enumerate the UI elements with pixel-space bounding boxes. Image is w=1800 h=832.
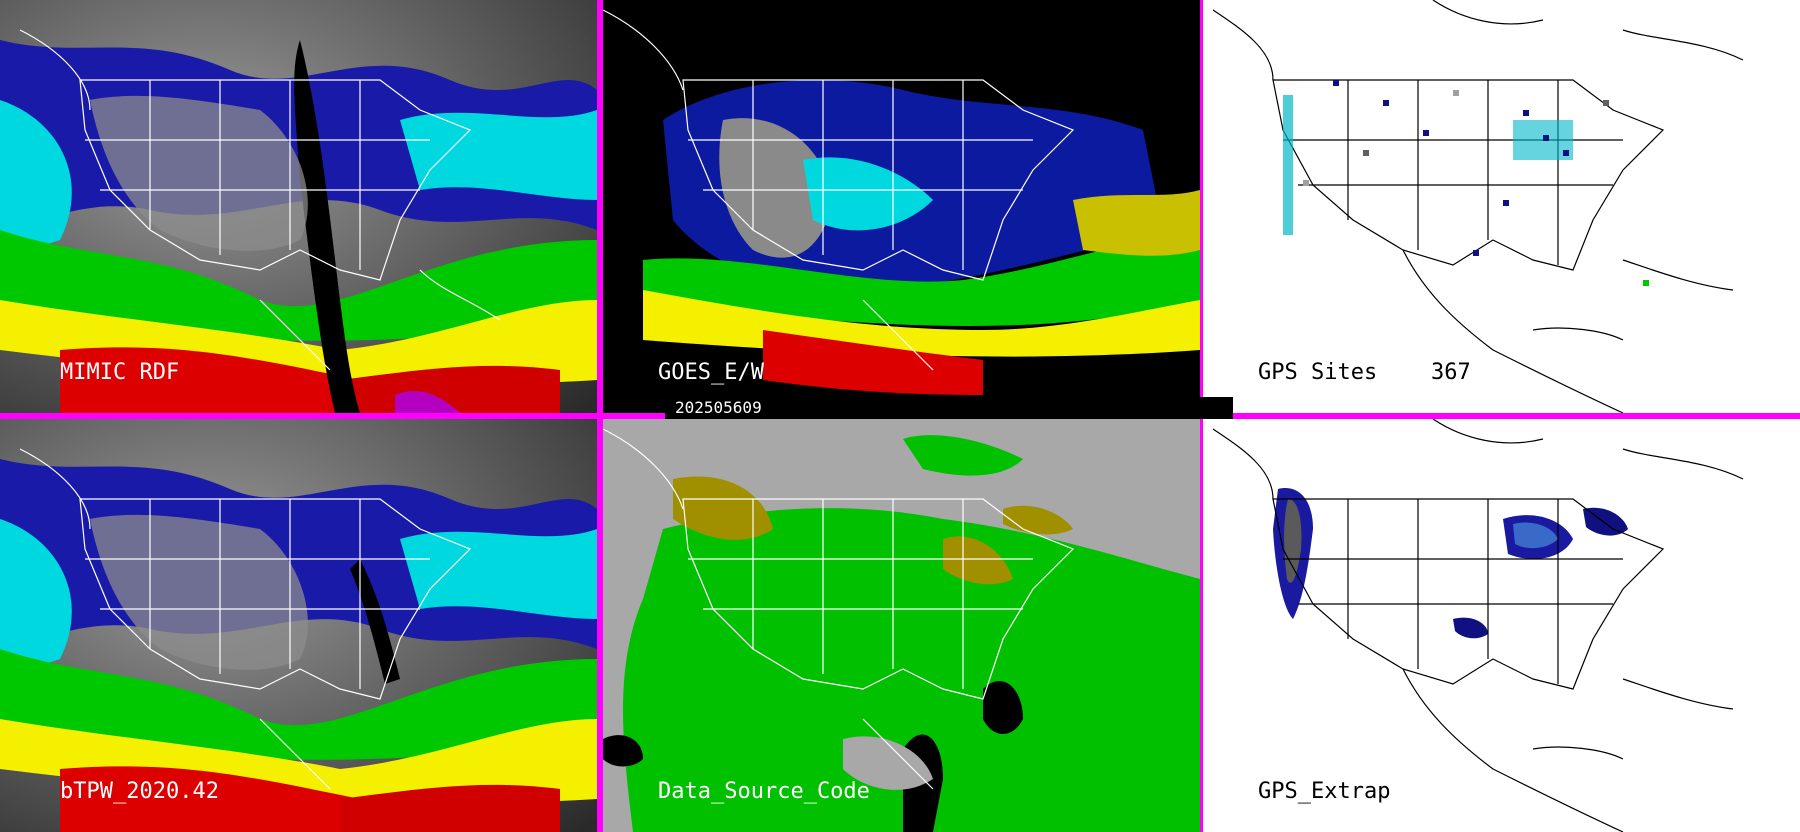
btpw-map	[0, 419, 597, 832]
gps-extrap-map	[1203, 419, 1800, 832]
panel-label: GPS Sites	[1258, 360, 1378, 385]
panel-label: GOES_E/W	[658, 360, 764, 385]
panel-label: MIMIC RDF	[60, 360, 180, 385]
panel-goes-ew: GOES_E/W	[603, 0, 1200, 413]
gps-sites-map	[1203, 0, 1800, 413]
date-stamp: 202505609	[665, 397, 1233, 419]
goes-ew-map	[603, 0, 1200, 413]
panel-label: bTPW_2020.42	[60, 779, 219, 804]
panel-label: GPS_Extrap	[1258, 779, 1391, 804]
panel-gps-sites: GPS Sites 367	[1203, 0, 1800, 413]
panel-data-source-code: Data_Source_Code	[603, 419, 1200, 832]
panel-mimic-rdf: MIMIC RDF	[0, 0, 597, 413]
mimic-rdf-map	[0, 0, 597, 413]
panel-btpw: bTPW_2020.42	[0, 419, 597, 832]
gps-site-count: 367	[1431, 360, 1471, 385]
panel-gps-extrap: GPS_Extrap	[1203, 419, 1800, 832]
data-source-code-map	[603, 419, 1200, 832]
panel-label: Data_Source_Code	[658, 779, 870, 804]
